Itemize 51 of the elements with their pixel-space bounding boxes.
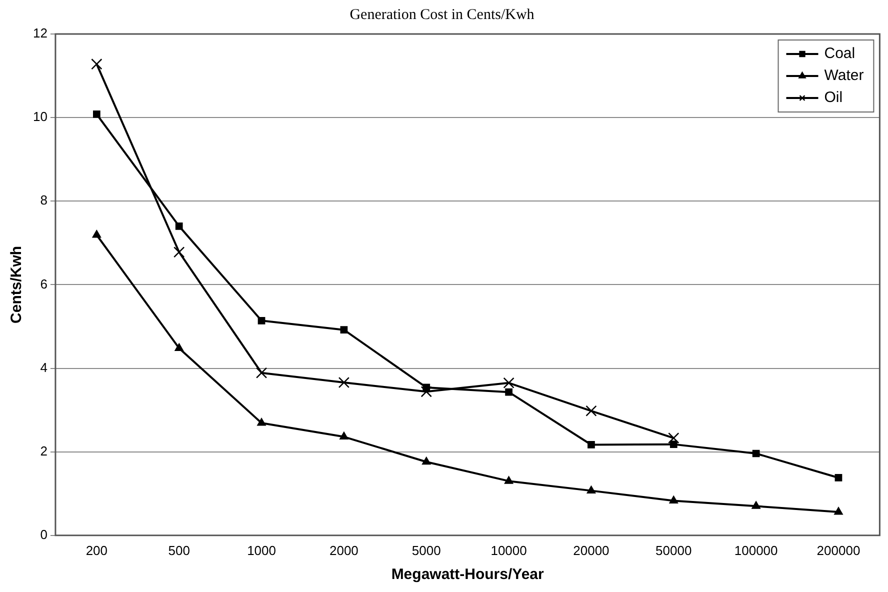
- point: [586, 486, 596, 494]
- point: [752, 450, 760, 458]
- x-tick-label: 20000: [573, 542, 610, 558]
- point: [340, 326, 348, 334]
- x-axis-title: Megawatt-Hours/Year: [391, 566, 544, 584]
- chart-title: Generation Cost in Cents/Kwh: [350, 6, 535, 23]
- point: [92, 110, 100, 118]
- legend-label: Water: [824, 67, 864, 84]
- point: [174, 343, 184, 351]
- point: [420, 386, 432, 398]
- x-tick-label: 2000: [329, 542, 358, 558]
- legend-label: Oil: [824, 89, 843, 106]
- point: [257, 418, 266, 426]
- x-tick-label: 50000: [656, 542, 692, 558]
- point: [834, 507, 843, 515]
- point: [504, 476, 514, 484]
- point: [668, 432, 680, 444]
- point: [338, 376, 350, 388]
- x-tick-label: 100000: [734, 542, 778, 558]
- point: [505, 388, 512, 396]
- y-axis-title: Cents/Kwh: [8, 246, 26, 324]
- point: [503, 377, 514, 388]
- y-tick-label: 12: [32, 26, 48, 41]
- point: [91, 58, 102, 70]
- point: [588, 441, 595, 448]
- x-tick-label: 5000: [412, 542, 441, 558]
- point: [422, 384, 430, 392]
- x-tick-label: 500: [168, 542, 190, 558]
- x-tick-label: 1000: [247, 542, 276, 558]
- point: [422, 456, 431, 465]
- legend-label: Coal: [824, 45, 856, 62]
- point: [670, 440, 678, 448]
- y-tick-label: 0: [40, 526, 48, 542]
- point: [669, 496, 678, 504]
- point: [175, 222, 183, 230]
- y-tick-label: 10: [32, 109, 48, 124]
- x-tick-label: 200: [86, 542, 108, 558]
- x-tick-label: 200000: [816, 542, 860, 558]
- point: [340, 432, 348, 440]
- y-tick-label: 8: [40, 192, 48, 208]
- y-tick-label: 2: [40, 443, 48, 458]
- y-tick-label: 4: [40, 360, 48, 375]
- point: [92, 230, 102, 238]
- point: [173, 246, 185, 258]
- point: [586, 405, 597, 416]
- point: [752, 501, 760, 509]
- point: [258, 316, 266, 324]
- x-tick-label: 10000: [490, 542, 527, 558]
- point: [256, 367, 268, 378]
- point: [834, 474, 842, 482]
- y-tick-label: 6: [40, 276, 48, 292]
